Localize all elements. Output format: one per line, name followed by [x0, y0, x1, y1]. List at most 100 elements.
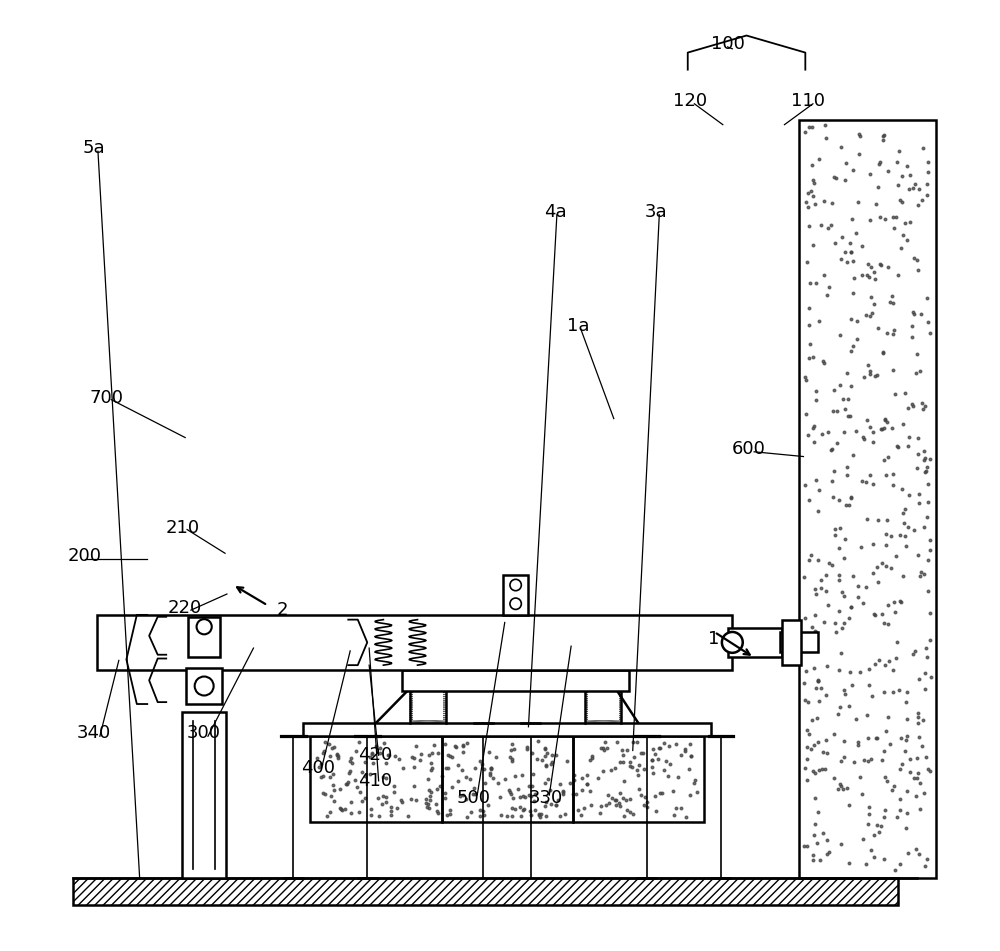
Point	[910, 715, 926, 730]
Point	[326, 783, 342, 798]
Point	[862, 309, 878, 324]
Point	[815, 745, 831, 760]
Point	[899, 805, 915, 820]
Point	[854, 238, 870, 253]
Point	[662, 757, 678, 772]
Point	[452, 788, 468, 804]
Point	[612, 786, 628, 801]
Point	[622, 758, 638, 773]
Point	[348, 743, 364, 758]
Point	[800, 199, 816, 214]
Point	[647, 747, 663, 762]
Point	[808, 625, 824, 640]
Point	[900, 845, 916, 861]
Point	[516, 801, 532, 816]
Point	[916, 453, 932, 468]
Point	[807, 790, 823, 805]
Point	[865, 566, 881, 581]
Point	[565, 786, 581, 802]
Point	[383, 799, 399, 814]
Point	[835, 781, 851, 796]
Point	[869, 730, 885, 746]
Point	[650, 752, 666, 767]
Point	[365, 756, 381, 771]
Point	[843, 343, 859, 359]
Point	[867, 271, 883, 286]
Text: 1a: 1a	[567, 317, 589, 335]
Point	[362, 749, 378, 765]
Point	[879, 773, 895, 788]
Point	[807, 624, 823, 639]
Point	[875, 128, 891, 144]
Point	[887, 386, 903, 401]
Point	[483, 760, 499, 775]
Point	[805, 420, 821, 436]
Point	[458, 791, 474, 806]
Point	[909, 346, 925, 361]
Point	[548, 798, 564, 813]
Point	[900, 438, 916, 454]
Point	[899, 232, 915, 247]
Point	[426, 738, 442, 753]
Point	[800, 427, 816, 442]
Point	[808, 681, 824, 696]
Point	[892, 192, 908, 207]
Point	[530, 733, 546, 748]
Point	[351, 805, 367, 820]
Point	[472, 803, 488, 818]
Point	[875, 346, 891, 361]
Point	[562, 776, 578, 791]
Point	[626, 749, 642, 765]
Point	[914, 396, 930, 411]
Point	[595, 763, 611, 778]
Point	[582, 783, 598, 798]
Point	[309, 750, 325, 766]
Point	[894, 756, 910, 771]
Point	[852, 128, 868, 144]
Point	[841, 855, 857, 870]
Point	[797, 692, 813, 708]
Point	[821, 844, 837, 860]
Point	[838, 156, 854, 171]
Point	[636, 798, 652, 813]
Text: 110: 110	[791, 92, 825, 110]
Point	[813, 680, 829, 695]
Point	[888, 650, 904, 665]
Point	[337, 802, 353, 817]
Point	[430, 805, 446, 821]
Point	[371, 808, 387, 824]
Point	[455, 738, 471, 753]
Point	[485, 770, 501, 786]
Point	[864, 689, 880, 704]
Point	[527, 786, 543, 802]
Point	[836, 749, 852, 765]
Point	[504, 736, 520, 751]
Point	[898, 821, 914, 836]
Point	[861, 800, 877, 815]
Point	[915, 401, 931, 417]
Point	[423, 763, 439, 778]
Point	[869, 817, 885, 832]
Point	[552, 776, 568, 791]
Point	[465, 786, 481, 802]
Point	[844, 211, 860, 226]
Point	[430, 746, 446, 761]
Point	[807, 766, 823, 781]
Point	[899, 784, 915, 799]
Point	[845, 254, 861, 269]
Point	[612, 799, 628, 814]
Point	[800, 695, 816, 710]
Point	[910, 262, 926, 278]
Point	[850, 590, 866, 605]
Point	[450, 773, 466, 788]
Point	[476, 761, 492, 776]
Point	[923, 670, 939, 685]
Point	[845, 285, 861, 301]
Point	[874, 421, 890, 437]
Point	[497, 771, 513, 786]
Point	[375, 769, 391, 785]
Point	[832, 327, 848, 342]
Point	[631, 781, 647, 796]
Point	[801, 493, 817, 508]
Point	[831, 493, 847, 508]
